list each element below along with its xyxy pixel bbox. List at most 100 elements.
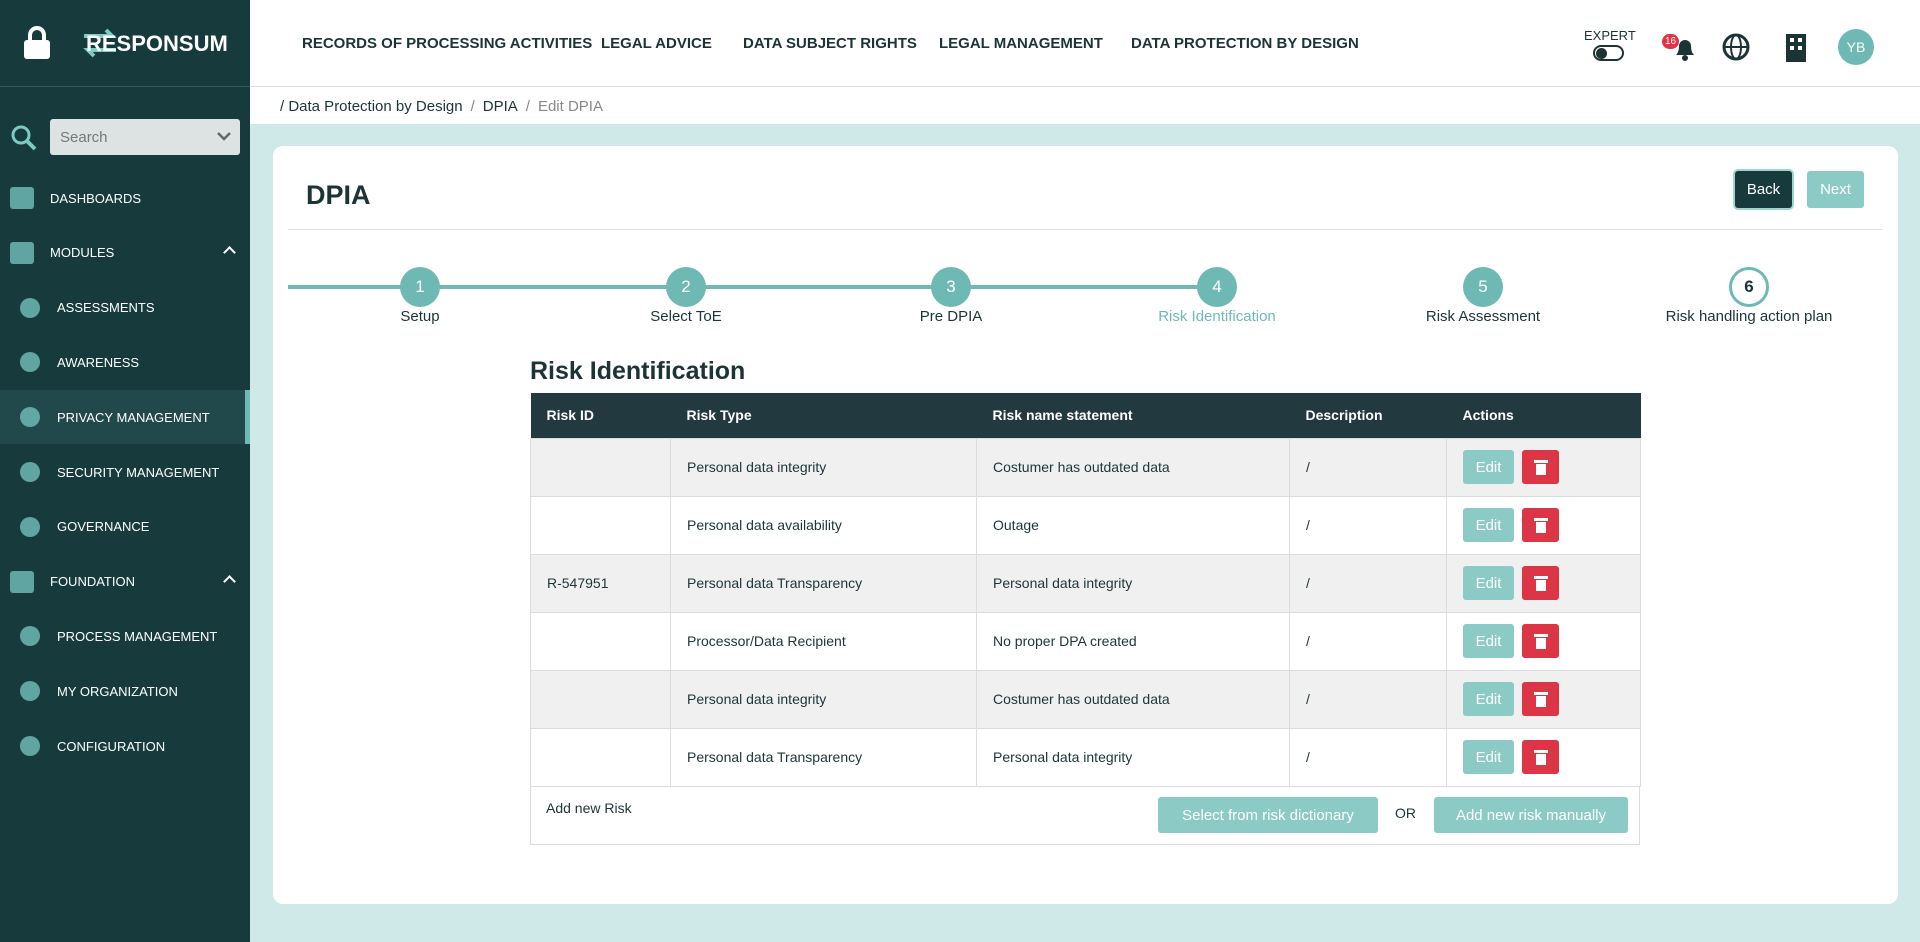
nav-item[interactable]: LEGAL MANAGEMENT bbox=[939, 35, 1103, 52]
avatar[interactable]: YB bbox=[1838, 29, 1874, 65]
manual-button[interactable]: Add new risk manually bbox=[1434, 797, 1628, 833]
building-icon[interactable] bbox=[1785, 33, 1807, 63]
sidebar-item[interactable]: MODULES bbox=[0, 226, 250, 280]
column-header: Risk Type bbox=[670, 393, 977, 438]
sidebar-item[interactable]: DASHBOARDS bbox=[0, 171, 250, 225]
trash-icon bbox=[1533, 750, 1548, 765]
edit-button[interactable]: Edit bbox=[1463, 740, 1514, 774]
delete-button[interactable] bbox=[1522, 566, 1559, 600]
step-label: Pre DPIA bbox=[919, 308, 983, 325]
step-circle[interactable]: 3 bbox=[931, 267, 971, 307]
add-risk-label: Add new Risk bbox=[546, 800, 632, 816]
step-circle[interactable]: 2 bbox=[666, 267, 706, 307]
search-chevron bbox=[217, 132, 231, 141]
sidebar-item[interactable]: AWARENESS bbox=[0, 335, 250, 389]
expert-toggle[interactable] bbox=[1593, 45, 1624, 61]
sidebar-label: CONFIGURATION bbox=[57, 738, 166, 754]
sidebar-item[interactable]: PROCESS MANAGEMENT bbox=[0, 609, 250, 663]
table-cell: R-547951 bbox=[530, 553, 671, 613]
sidebar-icon bbox=[10, 241, 34, 264]
table-cell: / bbox=[1289, 669, 1447, 729]
table-cell: Personal data integrity bbox=[670, 437, 977, 497]
sidebar-icon bbox=[20, 352, 40, 373]
sidebar-label: PROCESS MANAGEMENT bbox=[57, 628, 218, 644]
table-cell: / bbox=[1289, 611, 1447, 671]
table-cell: Costumer has outdated data bbox=[976, 437, 1290, 497]
sidebar-item[interactable]: CONFIGURATION bbox=[0, 719, 250, 773]
edit-button[interactable]: Edit bbox=[1463, 508, 1514, 542]
sidebar-item[interactable]: SECURITY MANAGEMENT bbox=[0, 445, 250, 499]
expert-label: EXPERT bbox=[1584, 28, 1636, 43]
logo-icon bbox=[83, 28, 117, 58]
step-circle[interactable]: 6 bbox=[1729, 267, 1769, 307]
sidebar-icon bbox=[10, 570, 34, 593]
edit-button[interactable]: Edit bbox=[1463, 566, 1514, 600]
actions-cell: Edit bbox=[1446, 437, 1641, 497]
breadcrumb-item[interactable]: / Data Protection by Design bbox=[280, 98, 463, 115]
table-cell: / bbox=[1289, 553, 1447, 613]
sidebar-label: GOVERNANCE bbox=[57, 519, 150, 535]
nav-item[interactable]: RECORDS OF PROCESSING ACTIVITIES bbox=[302, 35, 593, 52]
sidebar-item[interactable]: FOUNDATION bbox=[0, 555, 250, 609]
search-icon bbox=[11, 125, 37, 151]
breadcrumb-item[interactable]: Edit DPIA bbox=[537, 98, 603, 115]
breadcrumb-separator: / bbox=[525, 98, 530, 115]
sidebar-item[interactable]: GOVERNANCE bbox=[0, 500, 250, 554]
or-label: OR bbox=[1395, 805, 1416, 821]
step-label: Risk handling action plan bbox=[1665, 308, 1833, 325]
step-circle[interactable]: 5 bbox=[1463, 267, 1503, 307]
table-footer bbox=[530, 786, 1640, 845]
edit-button[interactable]: Edit bbox=[1463, 450, 1514, 484]
sidebar-label: AWARENESS bbox=[57, 354, 140, 370]
delete-button[interactable] bbox=[1522, 682, 1559, 716]
nav-item[interactable]: DATA PROTECTION BY DESIGN bbox=[1131, 35, 1359, 52]
breadcrumb-separator: / bbox=[470, 98, 475, 115]
trash-icon bbox=[1533, 634, 1548, 649]
table-cell: / bbox=[1289, 727, 1447, 787]
table-cell: / bbox=[1289, 495, 1447, 555]
trash-icon bbox=[1533, 576, 1548, 591]
trash-icon bbox=[1533, 460, 1548, 475]
table-cell: Personal data availability bbox=[670, 495, 977, 555]
bell-icon[interactable] bbox=[1672, 34, 1698, 62]
nav-item[interactable]: LEGAL ADVICE bbox=[601, 35, 712, 52]
table-cell: Personal data integrity bbox=[976, 553, 1290, 613]
next-button[interactable]: Next bbox=[1807, 171, 1864, 208]
delete-button[interactable] bbox=[1522, 624, 1559, 658]
table-row: Personal data integrity Costumer has outd… bbox=[530, 437, 1641, 497]
sidebar-item[interactable]: ASSESSMENTS bbox=[0, 281, 250, 335]
brand: RESPONSUM bbox=[86, 31, 228, 56]
delete-button[interactable] bbox=[1522, 740, 1559, 774]
chevron bbox=[223, 574, 236, 588]
sidebar-item[interactable]: PRIVACY MANAGEMENT bbox=[0, 390, 250, 445]
chevron bbox=[223, 245, 236, 259]
edit-button[interactable]: Edit bbox=[1463, 682, 1514, 716]
top-bar: RECORDS OF PROCESSING ACTIVITIES LEGAL AD… bbox=[250, 0, 1920, 87]
step-circle[interactable]: 1 bbox=[400, 267, 440, 307]
table-cell: Costumer has outdated data bbox=[976, 669, 1290, 729]
table-row: Personal data availability Outage / Edit bbox=[530, 495, 1641, 555]
nav-item[interactable]: DATA SUBJECT RIGHTS bbox=[743, 35, 917, 52]
table-cell: No proper DPA created bbox=[976, 611, 1290, 671]
delete-button[interactable] bbox=[1522, 450, 1559, 484]
globe-icon[interactable] bbox=[1722, 33, 1750, 61]
table-cell: Personal data integrity bbox=[670, 669, 977, 729]
edit-button[interactable]: Edit bbox=[1463, 624, 1514, 658]
delete-button[interactable] bbox=[1522, 508, 1559, 542]
sidebar-item[interactable]: MY ORGANIZATION bbox=[0, 664, 250, 718]
trash-icon bbox=[1533, 692, 1548, 707]
dictionary-button[interactable]: Select from risk dictionary bbox=[1158, 797, 1378, 833]
actions-cell: Edit bbox=[1446, 727, 1641, 787]
back-button[interactable]: Back bbox=[1735, 171, 1792, 208]
step-circle[interactable]: 4 bbox=[1197, 267, 1237, 307]
sidebar-icon bbox=[20, 462, 40, 482]
trash-icon bbox=[1533, 518, 1548, 533]
table-cell: Personal data Transparency bbox=[670, 553, 977, 613]
breadcrumb-item[interactable]: DPIA bbox=[482, 98, 518, 115]
search-input[interactable]: Search bbox=[50, 119, 240, 155]
actions-cell: Edit bbox=[1446, 611, 1641, 671]
column-header: Description bbox=[1289, 393, 1447, 438]
table-cell bbox=[530, 727, 671, 787]
sidebar-icon bbox=[10, 187, 34, 209]
